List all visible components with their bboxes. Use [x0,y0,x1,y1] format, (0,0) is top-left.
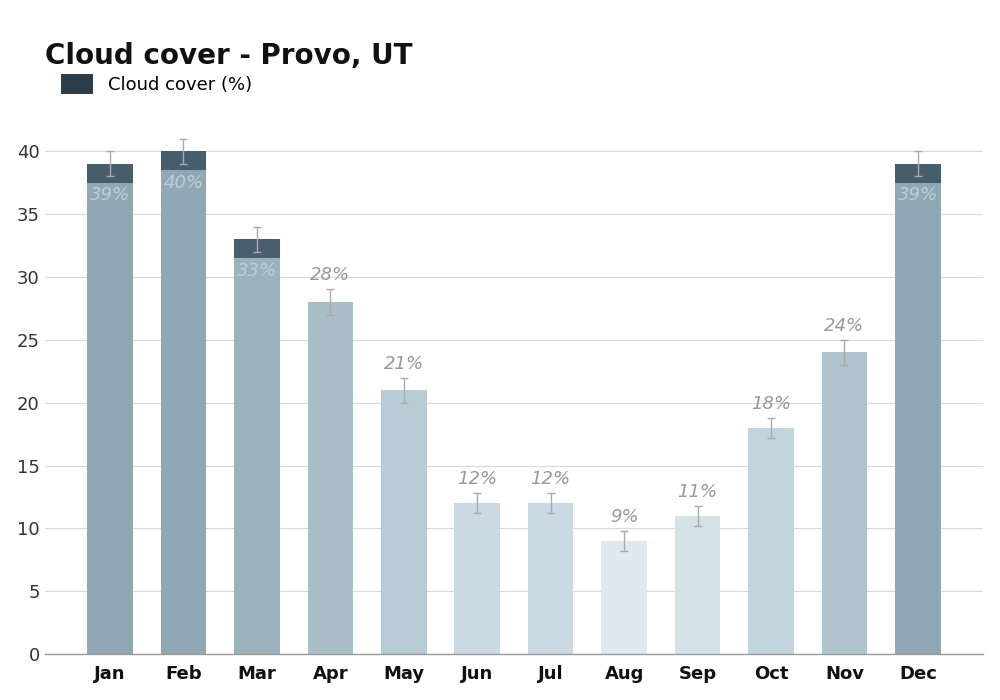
Text: 11%: 11% [677,483,718,500]
Bar [895,164,941,183]
Text: 9%: 9% [610,508,638,526]
Text: 21%: 21% [384,354,424,372]
Bar [895,164,941,654]
Bar [234,239,280,654]
Bar [87,164,133,183]
Bar [381,390,427,654]
Bar [675,516,720,654]
Bar [234,239,280,258]
Bar [454,503,500,654]
Bar [822,352,867,654]
Bar [748,428,794,654]
Bar [528,503,573,654]
Text: 33%: 33% [237,262,277,280]
Bar [87,164,133,654]
Bar [308,302,353,654]
Text: 40%: 40% [163,174,203,192]
Text: 18%: 18% [751,395,791,413]
Text: 28%: 28% [310,267,350,284]
Bar [161,151,206,170]
Text: 39%: 39% [898,186,938,204]
Legend: Cloud cover (%): Cloud cover (%) [54,66,259,102]
Bar [601,541,647,654]
Text: 12%: 12% [531,470,571,488]
Text: Cloud cover - Provo, UT: Cloud cover - Provo, UT [45,41,412,69]
Text: 12%: 12% [457,470,497,488]
Text: 39%: 39% [90,186,130,204]
Bar [161,151,206,654]
Text: 24%: 24% [824,317,865,335]
